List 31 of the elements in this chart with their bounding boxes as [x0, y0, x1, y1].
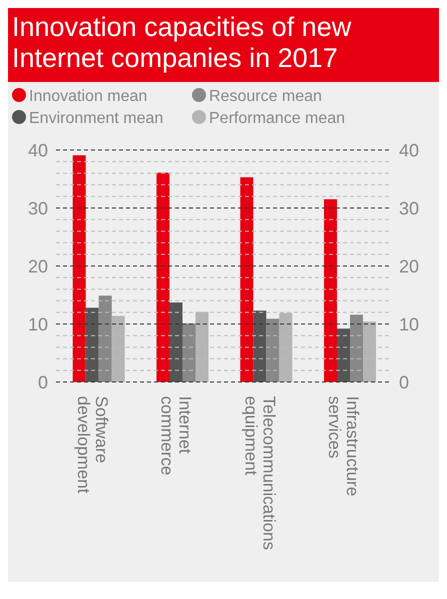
x-tick-label: Infrastructure services — [325, 396, 362, 496]
x-tick-label: Internet commerce — [158, 396, 195, 476]
chart-title: Innovation capacities of new Internet companies in 2017 — [8, 8, 439, 82]
bar — [72, 155, 86, 382]
bar — [337, 328, 350, 382]
y-tick-label: 20 — [28, 256, 48, 276]
y-tick-label: 40 — [28, 140, 48, 160]
bar — [324, 199, 337, 382]
legend-label: Resource mean — [208, 87, 323, 107]
y-tick-label: 30 — [28, 198, 48, 218]
y2-tick-label: 20 — [399, 256, 420, 276]
bar — [266, 318, 280, 382]
bar — [240, 177, 254, 382]
x-tick-label: Telecommunications equipment — [241, 396, 278, 550]
bar — [86, 308, 99, 382]
bar — [182, 323, 196, 382]
legend-label: Performance mean — [208, 109, 346, 129]
y2-tick-label: 30 — [399, 198, 420, 218]
bar — [253, 310, 266, 382]
y2-tick-label: 10 — [399, 314, 420, 334]
bar — [156, 172, 170, 382]
y2-tick-label: 0 — [399, 372, 410, 392]
y-tick-label: 10 — [28, 314, 48, 334]
legend-label: Environment mean — [28, 109, 164, 129]
x-tick-label: Software development — [74, 396, 111, 494]
bar — [170, 302, 182, 382]
bar — [98, 296, 112, 382]
y2-tick-label: 40 — [399, 140, 420, 160]
bar — [350, 314, 363, 382]
y-tick-label: 0 — [38, 372, 48, 392]
legend-label: Innovation mean — [28, 87, 148, 107]
